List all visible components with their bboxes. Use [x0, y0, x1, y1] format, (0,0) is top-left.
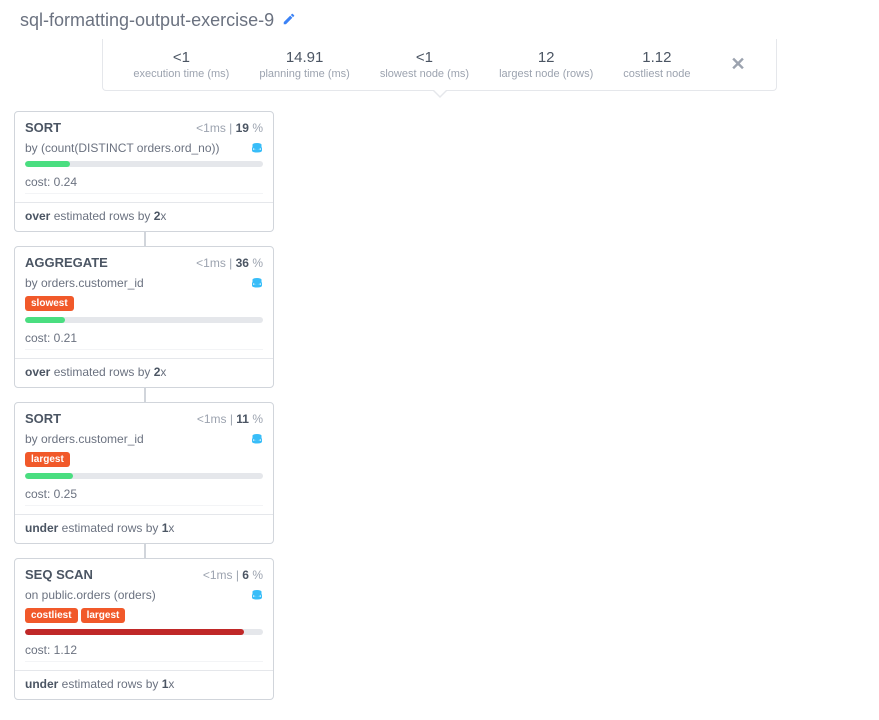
- cost-row: cost: 0.25: [25, 483, 263, 506]
- stat-planning-time: 14.91 planning time (ms): [259, 49, 349, 80]
- node-timing: <1ms | 36 %: [196, 256, 263, 270]
- stat-value: 14.91: [259, 49, 349, 66]
- plan-node[interactable]: SORT <1ms | 11 % by orders.customer_id l…: [14, 402, 274, 544]
- connector: [144, 544, 146, 558]
- progress-bar: [25, 161, 263, 167]
- node-header: AGGREGATE <1ms | 36 %: [15, 247, 273, 276]
- stat-label: execution time (ms): [133, 68, 229, 80]
- node-subtitle: by orders.customer_id: [25, 432, 263, 446]
- plan-node[interactable]: AGGREGATE <1ms | 36 % by orders.customer…: [14, 246, 274, 388]
- progress-fill: [25, 161, 70, 167]
- estimate-row: over estimated rows by 2x: [15, 359, 273, 387]
- node-header: SORT <1ms | 11 %: [15, 403, 273, 432]
- badges: slowest: [25, 294, 263, 311]
- arrow-down-icon: [432, 90, 448, 98]
- badge-slowest: slowest: [25, 296, 74, 311]
- node-timing: <1ms | 19 %: [196, 121, 263, 135]
- badge-largest: largest: [81, 608, 126, 623]
- database-icon[interactable]: [251, 141, 263, 158]
- database-icon[interactable]: [251, 588, 263, 605]
- edit-icon[interactable]: [282, 12, 296, 30]
- progress-bar: [25, 317, 263, 323]
- progress-bar: [25, 473, 263, 479]
- stat-label: costliest node: [623, 68, 690, 80]
- node-timing: <1ms | 11 %: [197, 412, 263, 426]
- title-row: sql-formatting-output-exercise-9: [20, 10, 859, 31]
- node-subtitle: on public.orders (orders): [25, 588, 263, 602]
- estimate-row: under estimated rows by 1x: [15, 671, 273, 699]
- estimate-row: over estimated rows by 2x: [15, 203, 273, 231]
- badges: largest: [25, 450, 263, 467]
- progress-row: [25, 629, 263, 635]
- stat-label: slowest node (ms): [380, 68, 469, 80]
- plan-node[interactable]: SEQ SCAN <1ms | 6 % on public.orders (or…: [14, 558, 274, 700]
- cost-row: cost: 1.12: [25, 639, 263, 662]
- node-body: by orders.customer_id slowest cost: 0.21: [15, 276, 273, 358]
- badge-costliest: costliest: [25, 608, 78, 623]
- stat-value: <1: [380, 49, 469, 66]
- database-icon[interactable]: [251, 276, 263, 293]
- node-body: by orders.customer_id largest cost: 0.25: [15, 432, 273, 514]
- progress-row: [25, 317, 263, 323]
- stat-label: largest node (rows): [499, 68, 593, 80]
- progress-fill: [25, 317, 65, 323]
- stat-costliest-node: 1.12 costliest node: [623, 49, 690, 80]
- page-title: sql-formatting-output-exercise-9: [20, 10, 274, 31]
- stat-label: planning time (ms): [259, 68, 349, 80]
- database-icon[interactable]: [251, 432, 263, 449]
- cost-row: cost: 0.21: [25, 327, 263, 350]
- close-icon[interactable]: ✕: [731, 54, 746, 75]
- node-title: SORT: [25, 120, 61, 135]
- progress-fill: [25, 473, 73, 479]
- progress-row: [25, 161, 263, 167]
- node-body: on public.orders (orders) costliestlarge…: [15, 588, 273, 670]
- stat-value: 12: [499, 49, 593, 66]
- nodes-container: SORT <1ms | 19 % by (count(DISTINCT orde…: [0, 91, 879, 720]
- node-title: SORT: [25, 411, 61, 426]
- progress-row: [25, 473, 263, 479]
- connector: [144, 388, 146, 402]
- node-subtitle: by orders.customer_id: [25, 276, 263, 290]
- node-header: SORT <1ms | 19 %: [15, 112, 273, 141]
- node-timing: <1ms | 6 %: [203, 568, 263, 582]
- estimate-row: under estimated rows by 1x: [15, 515, 273, 543]
- badge-largest: largest: [25, 452, 70, 467]
- stat-value: 1.12: [623, 49, 690, 66]
- badges: costliestlargest: [25, 606, 263, 623]
- node-subtitle: by (count(DISTINCT orders.ord_no)): [25, 141, 263, 155]
- stat-largest-node: 12 largest node (rows): [499, 49, 593, 80]
- node-body: by (count(DISTINCT orders.ord_no)) cost:…: [15, 141, 273, 202]
- connector: [144, 232, 146, 246]
- cost-row: cost: 0.24: [25, 171, 263, 194]
- stat-slowest-node: <1 slowest node (ms): [380, 49, 469, 80]
- node-title: SEQ SCAN: [25, 567, 93, 582]
- plan-node[interactable]: SORT <1ms | 19 % by (count(DISTINCT orde…: [14, 111, 274, 232]
- progress-fill: [25, 629, 244, 635]
- progress-bar: [25, 629, 263, 635]
- node-title: AGGREGATE: [25, 255, 108, 270]
- stats-bar: <1 execution time (ms) 14.91 planning ti…: [102, 39, 776, 91]
- node-header: SEQ SCAN <1ms | 6 %: [15, 559, 273, 588]
- stat-execution-time: <1 execution time (ms): [133, 49, 229, 80]
- header: sql-formatting-output-exercise-9 <1 exec…: [0, 0, 879, 91]
- stat-value: <1: [133, 49, 229, 66]
